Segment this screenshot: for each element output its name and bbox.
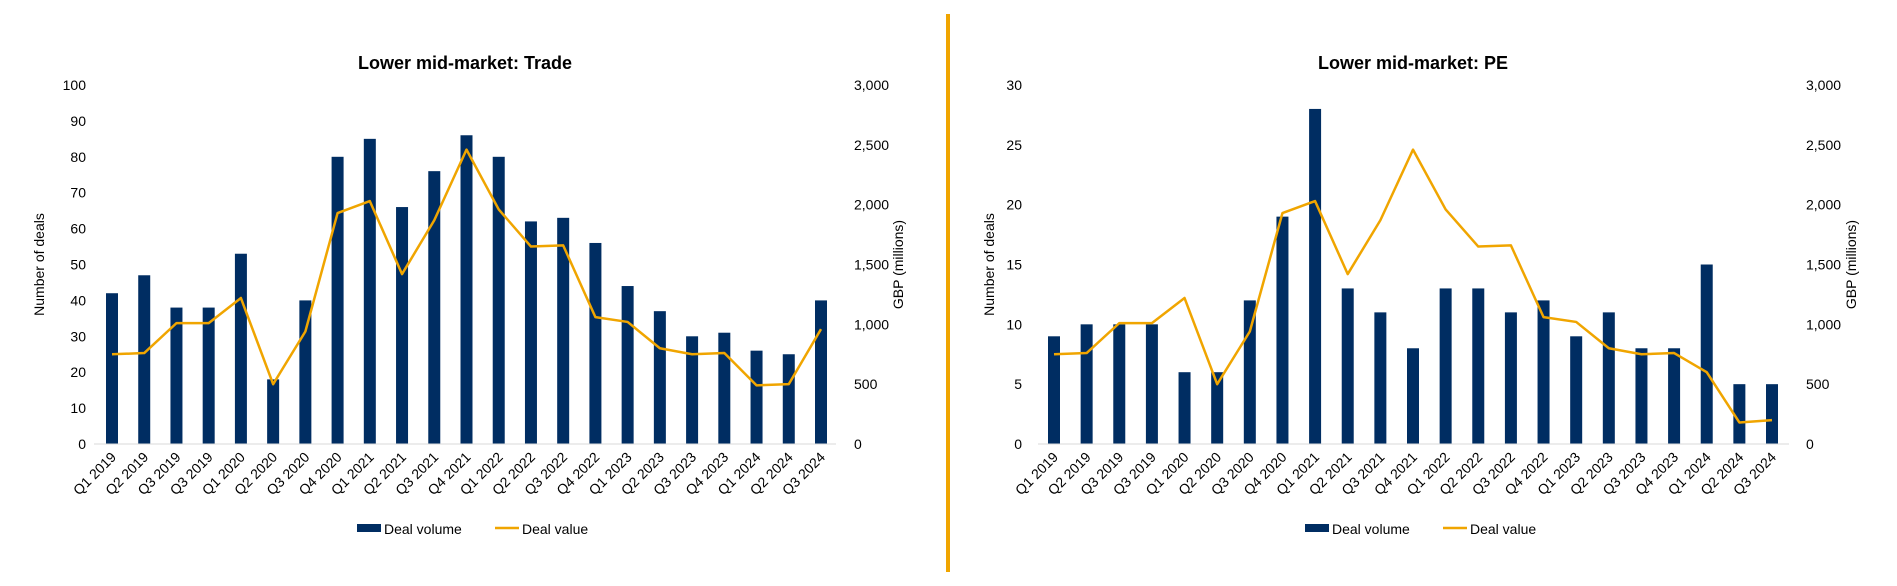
y2-tick-label: 500 — [1806, 376, 1830, 392]
y-tick-label: 15 — [1006, 257, 1022, 273]
y2-tick-label: 1,500 — [854, 257, 889, 273]
y-tick-label: 5 — [1014, 376, 1022, 392]
y-tick-label: 10 — [1006, 316, 1022, 332]
bar-deal-volume — [686, 336, 699, 444]
y-tick-label: 30 — [70, 328, 86, 344]
bar-deal-volume — [1766, 384, 1778, 444]
bar-deal-volume — [1374, 312, 1387, 444]
chart-title: Lower mid-market: PE — [1318, 53, 1508, 73]
y-tick-label: 80 — [70, 149, 86, 165]
bar-deal-volume — [267, 379, 280, 444]
bar-deal-volume — [106, 293, 118, 444]
bar-deal-volume — [1700, 264, 1713, 444]
bar-deal-volume — [1504, 312, 1517, 444]
bar-deal-volume — [363, 138, 376, 444]
bar-deal-volume — [428, 171, 441, 444]
chart-divider — [946, 14, 950, 572]
bar-deal-volume — [1048, 336, 1060, 444]
bar-deal-volume — [1178, 372, 1191, 444]
bar-deal-volume — [1570, 336, 1583, 444]
y2-axis-title: GBP (millions) — [890, 220, 906, 309]
bar-deal-volume — [524, 221, 537, 444]
legend-swatch-deal-volume — [1305, 524, 1329, 532]
legend-label-deal-volume: Deal volume — [1332, 521, 1410, 537]
bar-deal-volume — [1276, 216, 1289, 444]
legend-label-deal-value: Deal value — [1470, 521, 1536, 537]
y2-tick-label: 1,000 — [854, 316, 889, 332]
y2-tick-label: 2,000 — [854, 197, 889, 213]
bar-deal-volume — [460, 135, 473, 444]
bar-deal-volume — [1537, 300, 1550, 444]
bar-deal-volume — [1080, 324, 1093, 444]
y-tick-label: 0 — [78, 436, 86, 452]
bar-deal-volume — [492, 156, 505, 445]
bar-deal-volume — [1145, 324, 1158, 444]
y-tick-label: 10 — [70, 400, 86, 416]
bar-deal-volume — [1341, 288, 1354, 444]
y-tick-label: 0 — [1014, 436, 1022, 452]
bar-deal-volume — [557, 217, 570, 444]
y-tick-label: 40 — [70, 292, 86, 308]
bar-deal-volume — [1439, 288, 1452, 444]
y2-tick-label: 2,000 — [1806, 197, 1841, 213]
chart-title: Lower mid-market: Trade — [358, 53, 572, 73]
y-tick-label: 25 — [1006, 137, 1022, 153]
y2-tick-label: 0 — [1806, 436, 1814, 452]
y-tick-label: 100 — [63, 77, 87, 93]
y-tick-label: 60 — [70, 221, 86, 237]
legend-label-deal-value: Deal value — [522, 521, 588, 537]
bar-deal-volume — [1733, 384, 1746, 444]
y2-tick-label: 3,000 — [1806, 77, 1841, 93]
y2-tick-label: 3,000 — [854, 77, 889, 93]
y2-axis-title: GBP (millions) — [1843, 220, 1859, 309]
bar-deal-volume — [718, 332, 731, 444]
y-tick-label: 50 — [70, 257, 86, 273]
bar-deal-volume — [1309, 108, 1322, 444]
bar-deal-volume — [1472, 288, 1485, 444]
bar-deal-volume — [170, 307, 183, 444]
bar-deal-volume — [1668, 348, 1681, 444]
y-axis-title: Number of deals — [31, 213, 47, 316]
y2-tick-label: 1,000 — [1806, 316, 1841, 332]
y-axis-title: Number of deals — [981, 213, 997, 316]
legend-swatch-deal-volume — [357, 524, 381, 532]
y-tick-label: 30 — [1006, 77, 1022, 93]
legend-label-deal-volume: Deal volume — [384, 521, 462, 537]
y2-tick-label: 2,500 — [1806, 137, 1841, 153]
bar-deal-volume — [138, 275, 151, 444]
bar-deal-volume — [1602, 312, 1615, 444]
y2-tick-label: 1,500 — [1806, 257, 1841, 273]
y-tick-label: 20 — [70, 364, 86, 380]
bar-deal-volume — [589, 242, 602, 444]
bar-deal-volume — [1211, 372, 1224, 444]
bar-deal-volume — [1243, 300, 1256, 444]
bar-deal-volume — [1635, 348, 1648, 444]
y-tick-label: 70 — [70, 185, 86, 201]
bar-deal-volume — [750, 350, 763, 444]
y2-tick-label: 2,500 — [854, 137, 889, 153]
y2-tick-label: 0 — [854, 436, 862, 452]
y2-tick-label: 500 — [854, 376, 878, 392]
bar-deal-volume — [1407, 348, 1419, 444]
bar-deal-volume — [202, 307, 215, 444]
y-tick-label: 90 — [70, 113, 86, 129]
y-tick-label: 20 — [1006, 197, 1022, 213]
bar-deal-volume — [1113, 324, 1126, 444]
